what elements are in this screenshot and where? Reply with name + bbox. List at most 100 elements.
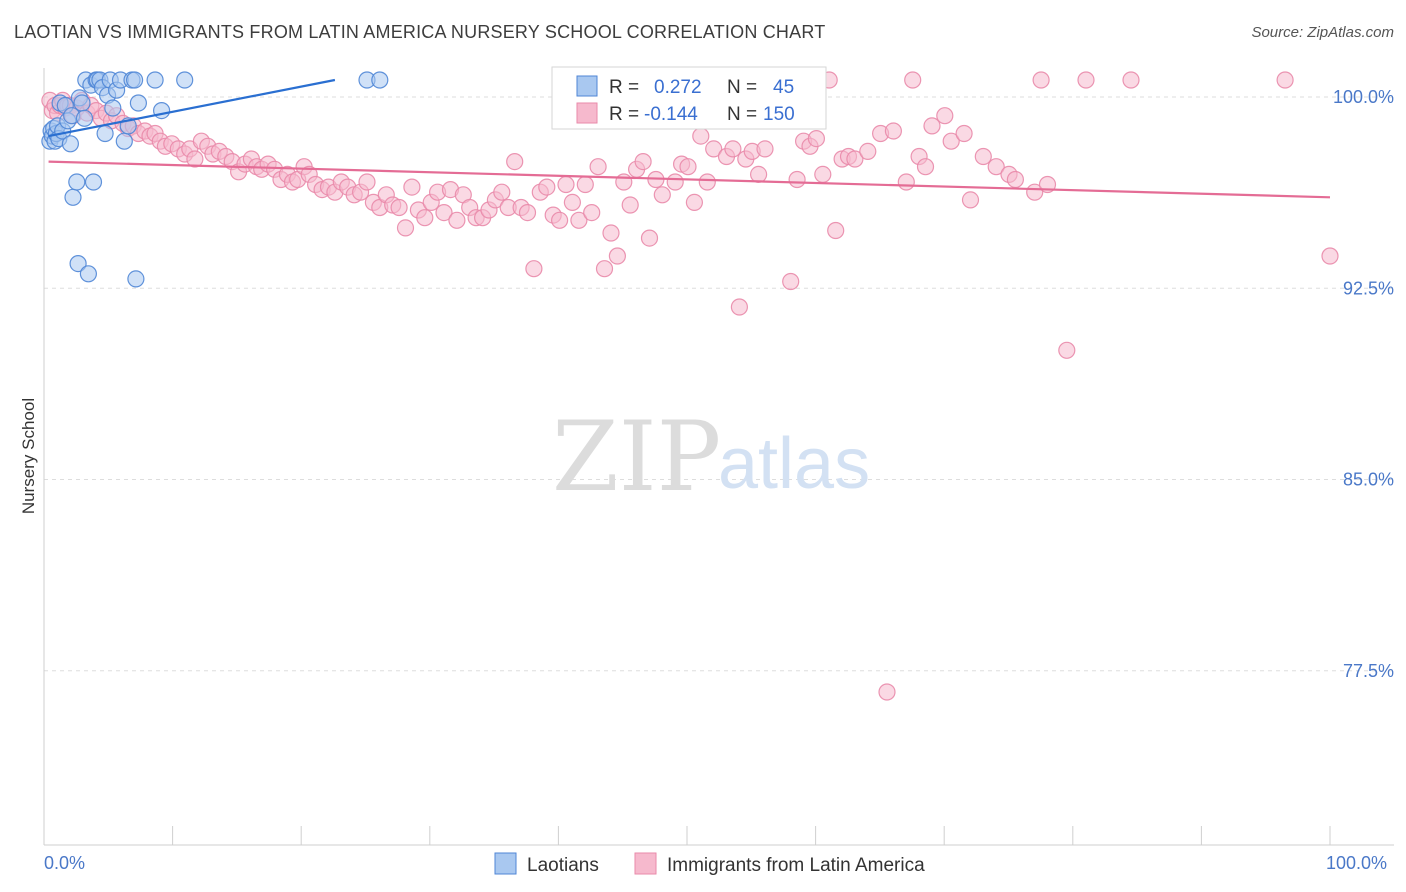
data-point (916, 158, 935, 176)
data-point (814, 165, 832, 183)
data-point (1058, 341, 1076, 359)
data-point (115, 132, 133, 150)
data-point (104, 99, 122, 117)
data-point (61, 135, 80, 153)
data-point (583, 204, 601, 222)
x-ticks (43, 826, 1331, 845)
data-point (84, 173, 103, 191)
data-point (653, 186, 671, 204)
data-point (570, 211, 588, 229)
data-point (1077, 71, 1095, 89)
data-point (904, 71, 922, 89)
data-point (538, 178, 556, 196)
trend-line (48, 160, 1331, 199)
chart-source: Source: ZipAtlas.com (1251, 24, 1394, 41)
bottom-legend-label-immigrants: Immigrants from Latin America (667, 855, 925, 876)
data-point (878, 683, 896, 701)
data-point (64, 188, 82, 206)
legend-n-value-2: 150 (763, 104, 795, 125)
data-point (1006, 170, 1025, 189)
data-point (73, 94, 91, 112)
data-point (782, 272, 800, 291)
data-point (859, 142, 877, 160)
watermark-zip: ZIP (552, 401, 721, 513)
gridlines (44, 96, 1394, 672)
data-point (493, 183, 511, 201)
data-point (68, 173, 86, 191)
data-point (698, 173, 716, 191)
data-point (807, 130, 826, 148)
data-point (756, 140, 774, 158)
data-point (974, 147, 992, 166)
data-point (679, 158, 697, 176)
legend-r-label-2: R = (609, 104, 639, 125)
data-point (955, 124, 973, 143)
data-point (1321, 247, 1339, 265)
data-point (506, 153, 524, 171)
data-point (146, 71, 164, 89)
bottom-legend-swatch-immigrants (634, 852, 657, 875)
data-point (1276, 71, 1294, 89)
trend-lines (48, 78, 1331, 199)
data-point (126, 71, 144, 89)
data-point (557, 175, 575, 194)
data-point (518, 204, 537, 222)
legend-box: R = 0.272 N = 45 R = -0.144 N = 150 (551, 66, 827, 130)
data-point (525, 260, 543, 278)
data-point (724, 140, 742, 158)
data-point (749, 165, 768, 183)
data-point (79, 265, 98, 283)
legend-swatch-immigrants (576, 102, 598, 124)
data-point (705, 140, 723, 158)
data-point (897, 173, 915, 191)
data-point (1122, 71, 1140, 89)
data-point (69, 255, 87, 273)
bottom-legend-label-laotians: Laotians (527, 855, 599, 876)
data-point (127, 270, 145, 288)
data-point (942, 132, 960, 150)
y-tick-labels: 77.5% 85.0% 92.5% 100.0% (1333, 87, 1394, 681)
data-point (685, 193, 704, 211)
y-axis-label: Nursery School (19, 398, 38, 514)
data-point (961, 191, 980, 209)
data-point (186, 150, 204, 168)
legend-n-value-1: 45 (773, 77, 794, 98)
trend-line (48, 78, 336, 138)
watermark-atlas: atlas (718, 424, 870, 504)
data-point (563, 193, 582, 211)
data-point (403, 178, 421, 196)
x-tick-label-max: 100.0% (1326, 853, 1387, 873)
data-point (666, 173, 684, 191)
data-point (608, 247, 627, 265)
data-point (589, 158, 607, 176)
y-tick-label: 100.0% (1333, 87, 1394, 107)
legend-r-value-1: 0.272 (654, 77, 702, 98)
data-point (788, 170, 806, 189)
data-point (396, 219, 415, 237)
data-point (640, 229, 659, 247)
bottom-legend-swatch-laotians (494, 852, 517, 875)
data-point (448, 211, 466, 229)
data-point (730, 298, 749, 316)
axes (43, 68, 1394, 846)
data-point (602, 224, 620, 242)
data-point (884, 122, 903, 140)
data-point (390, 198, 408, 217)
chart-title: LAOTIAN VS IMMIGRANTS FROM LATIN AMERICA… (14, 22, 826, 42)
data-point (371, 71, 389, 89)
data-point (129, 94, 147, 112)
data-point (416, 209, 434, 227)
data-point (550, 211, 569, 229)
data-point (621, 196, 639, 214)
data-point (595, 260, 614, 278)
data-point (923, 117, 941, 135)
data-point (846, 150, 864, 168)
y-tick-label: 85.0% (1343, 470, 1394, 490)
legend-n-label-2: N = (727, 104, 757, 125)
data-point (96, 124, 114, 143)
legend-n-label-1: N = (727, 77, 757, 98)
legend-r-value-2: -0.144 (644, 104, 698, 125)
data-point (176, 71, 194, 89)
data-point (827, 221, 845, 240)
